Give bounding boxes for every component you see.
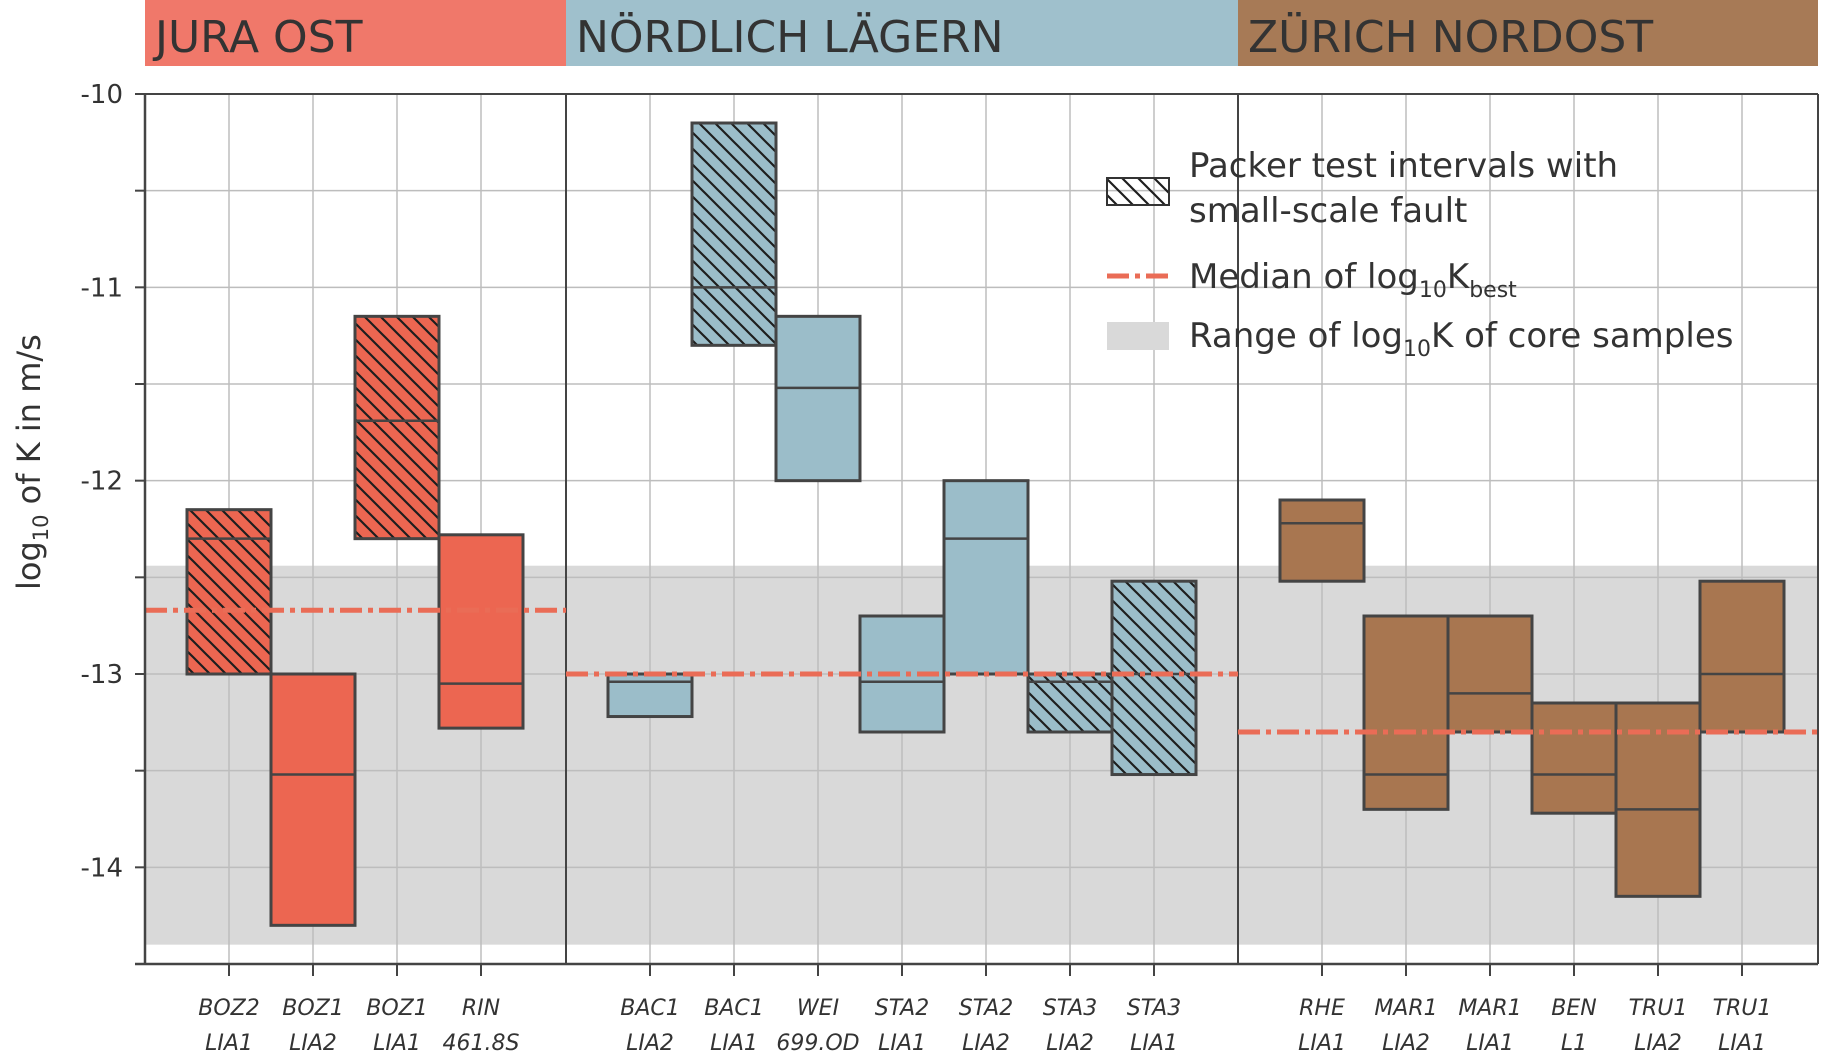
legend-hatch-text-line1: Packer test intervals with (1189, 146, 1618, 186)
category-label-line2: 699.OD (776, 1031, 859, 1056)
legend-median-text: Median of log10Kbest (1189, 257, 1517, 303)
category-label-line2: LIA1 (1718, 1031, 1766, 1056)
region-separators (565, 94, 1239, 964)
bar-hatch (355, 316, 439, 539)
bar (1278, 498, 1366, 583)
bar (353, 314, 441, 541)
bar-fill (776, 316, 860, 481)
y-axis-label: log10 of K in m/s (10, 334, 53, 590)
category-label-line2: LIA1 (710, 1031, 758, 1056)
category-labels: BOZ2 LIA1 BOZ1 LIA2 BOZ1 LIA1 RIN 461.8S BAC1 LIA… (198, 996, 1771, 1056)
category-label-line2: LIA1 (1130, 1031, 1178, 1056)
region-header-1 (145, 0, 566, 66)
category-label-line2: LIA1 (878, 1031, 926, 1056)
bar-fill (1448, 616, 1532, 732)
median-lines (145, 607, 1818, 735)
legend-range-swatch (1107, 322, 1169, 350)
bars (185, 121, 1786, 927)
region-header-label: ZÜRICH NORDOST (1248, 11, 1653, 63)
region-header-2 (566, 0, 1238, 66)
bar-hatch (692, 123, 776, 346)
legend-hatch-text-line2: small-scale fault (1189, 191, 1467, 231)
bar-hatch (1112, 581, 1196, 775)
category-label-line1: BEN (1551, 996, 1596, 1021)
bar-fill (1616, 703, 1700, 897)
category-label-line1: TRU1 (1629, 996, 1688, 1021)
category-label-line1: BAC1 (620, 996, 680, 1021)
category-label-line2: 461.8S (443, 1031, 520, 1056)
category-label-line2: LIA2 (1046, 1031, 1094, 1056)
category-label-line1: STA2 (875, 996, 929, 1021)
region-headers: JURA OST NÖRDLICH LÄGERN ZÜRICH NORDOST (145, 0, 1818, 66)
category-label-line2: LIA1 (205, 1031, 253, 1056)
y-tick-label: -14 (81, 853, 123, 883)
category-label-line2: L1 (1561, 1031, 1587, 1056)
category-label-line2: LIA1 (1298, 1031, 1346, 1056)
category-label-line1: STA3 (1043, 996, 1097, 1021)
category-label-line1: MAR1 (1458, 996, 1521, 1021)
bar (185, 508, 273, 676)
y-tick-label: -12 (81, 467, 123, 497)
category-label-line1: STA3 (1127, 996, 1181, 1021)
legend-hatch-swatch (1106, 177, 1170, 206)
legend: Packer test intervals with small-scale f… (1106, 146, 1733, 362)
bar-fill (1364, 616, 1448, 810)
y-tick-label: -13 (81, 660, 123, 690)
bar (1110, 579, 1198, 777)
region-header-label: JURA OST (152, 12, 363, 63)
category-label-line2: LIA1 (373, 1031, 421, 1056)
bar (774, 314, 862, 483)
bar-fill (1280, 500, 1364, 582)
category-label-line2: LIA2 (962, 1031, 1010, 1056)
category-label-line1: BOZ2 (198, 996, 259, 1021)
category-label-line2: LIA2 (1382, 1031, 1430, 1056)
category-label-line1: TRU1 (1713, 996, 1772, 1021)
bar-hatch (1028, 674, 1112, 732)
bar-fill (439, 534, 523, 729)
bar-fill (271, 674, 355, 926)
bar (269, 672, 357, 927)
category-label-line1: BOZ1 (366, 996, 427, 1021)
bar-fill (944, 480, 1028, 674)
category-label-line2: LIA2 (1634, 1031, 1682, 1056)
category-label-line1: WEI (797, 996, 839, 1021)
region-header-3 (1238, 0, 1818, 66)
category-label-line1: MAR1 (1374, 996, 1437, 1021)
bar (437, 533, 525, 730)
region-header-label: NÖRDLICH LÄGERN (576, 11, 1004, 63)
bar-fill (1532, 703, 1616, 814)
bar (690, 121, 778, 347)
category-label-line1: STA2 (959, 996, 1013, 1021)
bar (1698, 579, 1786, 734)
bar-hatch (187, 509, 271, 674)
axes: -10 -11 -12 -13 -14 (81, 80, 1819, 976)
category-label-line2: LIA1 (1466, 1031, 1514, 1056)
y-tick-label: -11 (81, 273, 123, 303)
bar-fill (608, 674, 692, 717)
category-label-line1: RHE (1299, 996, 1345, 1021)
bar-fill (1700, 581, 1784, 732)
y-tick-label: -10 (81, 80, 123, 110)
category-label-line1: RIN (462, 996, 500, 1021)
legend-range-text: Range of log10K of core samples (1189, 316, 1733, 362)
category-label-line1: BOZ1 (282, 996, 343, 1021)
category-label-line2: LIA2 (626, 1031, 674, 1056)
category-label-line2: LIA2 (289, 1031, 337, 1056)
bar (1614, 701, 1702, 898)
category-label-line1: BAC1 (704, 996, 764, 1021)
